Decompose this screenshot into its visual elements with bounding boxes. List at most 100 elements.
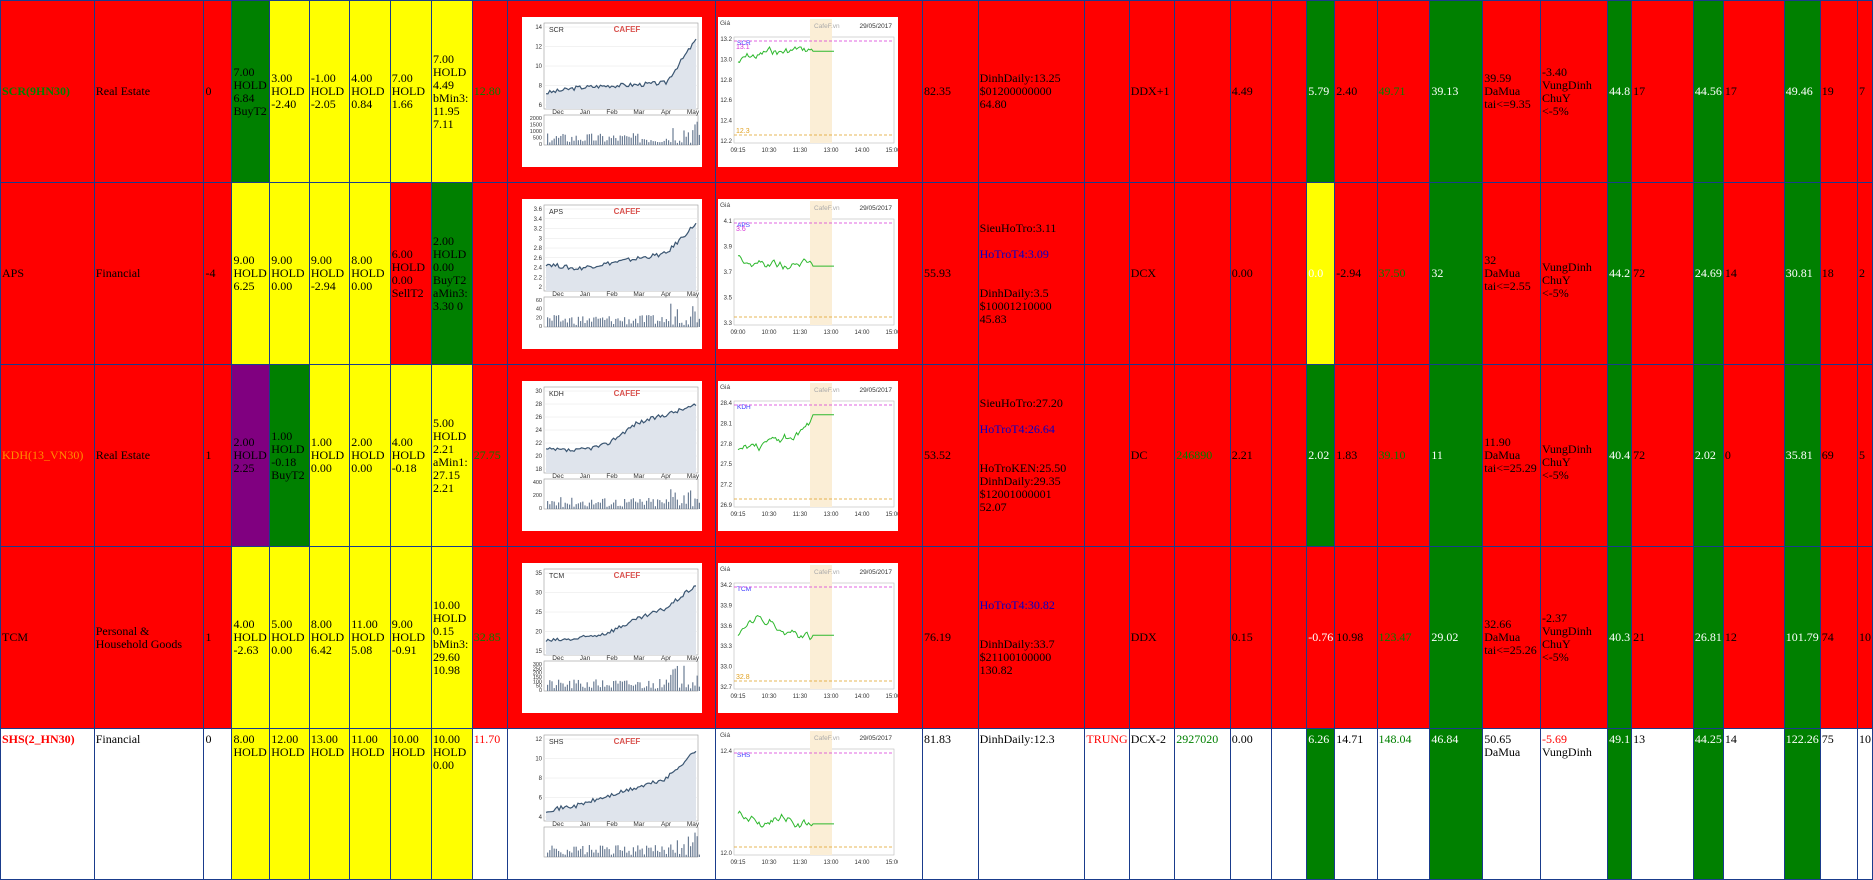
ticker-cell[interactable]: KDH(13_VN30) xyxy=(0,364,95,547)
month-label: Feb xyxy=(606,473,618,480)
signal-line: -2.40 xyxy=(271,97,297,111)
volume-bar xyxy=(606,139,608,145)
indicator-v1: 5.79 xyxy=(1306,0,1336,183)
volume-bar xyxy=(634,851,637,857)
volume-tick-label: 250 xyxy=(533,666,542,672)
volume-bar xyxy=(571,497,573,509)
metric-m3: 49.46 xyxy=(1783,0,1821,183)
volume-bar xyxy=(606,847,608,857)
volume-bar xyxy=(577,679,579,691)
ticker-cell[interactable]: SHS(2_HN30) xyxy=(0,728,95,880)
signal-code-cell: DDX+1 xyxy=(1128,0,1176,183)
y-tick-label: 28 xyxy=(535,402,542,408)
volume-bar xyxy=(687,131,689,145)
vung-line: -5.69 xyxy=(1541,732,1567,746)
volume-bar xyxy=(632,497,634,509)
volume-bar xyxy=(628,683,630,691)
volume-bar xyxy=(621,681,623,691)
volume-bar xyxy=(568,680,571,691)
volume-bar xyxy=(617,505,619,509)
volume-bar xyxy=(562,319,564,327)
chart-background xyxy=(718,562,899,713)
volume-bar xyxy=(573,506,575,509)
signal-line: HOLD xyxy=(271,745,305,759)
volume-bar xyxy=(672,496,674,509)
volume-bar xyxy=(659,678,661,691)
volume-bar xyxy=(685,136,687,145)
metric-m3-count: 18 xyxy=(1819,182,1859,365)
score2-cell: 81.83 xyxy=(922,728,979,880)
volume-tick-label: 500 xyxy=(533,135,542,141)
volume-bar xyxy=(586,505,588,509)
signal-cell-c6: 2.00 HOLD 0.00 BuyT2 aMin3: 3.30 0 xyxy=(431,182,473,365)
metric-m1-count: 17 xyxy=(1631,0,1694,183)
price-axis-title: Giá xyxy=(720,732,731,739)
y-tick-label: 2.4 xyxy=(534,265,543,271)
volume-bar xyxy=(643,321,645,327)
volume-bar xyxy=(689,489,692,509)
volume-bar xyxy=(582,501,584,509)
strength-cell: TRUNG xyxy=(1084,728,1130,880)
chart-ticker: SCR xyxy=(549,27,564,34)
volume-bar xyxy=(630,322,632,327)
volume-bar xyxy=(692,842,694,857)
signal-line: 5.00 xyxy=(433,415,455,430)
volume-bar xyxy=(659,499,661,509)
table-row: KDH(13_VN30) Real Estate 1 2.00 HOLD 2.25 1.00… xyxy=(0,364,1873,547)
volume-bar xyxy=(608,505,610,509)
volume-bar xyxy=(575,846,577,857)
volume-bar xyxy=(665,138,667,145)
signal-cell-c3: 9.00 HOLD -2.94 xyxy=(308,182,351,365)
metric-m2: 44.56 xyxy=(1692,0,1724,183)
volume-bar xyxy=(623,316,626,327)
score2-cell: 76.19 xyxy=(922,546,979,729)
volume-bar xyxy=(698,502,700,509)
volume-bar xyxy=(553,848,555,857)
volume-bar xyxy=(599,686,601,691)
y-tick-label: 3.2 xyxy=(534,226,543,232)
signal-line: HOLD xyxy=(391,448,426,462)
volume-bar xyxy=(551,680,553,691)
volume-bar xyxy=(564,318,566,327)
signal-line: 0.00 xyxy=(271,643,293,657)
volume-bar xyxy=(557,679,560,691)
ratio-cell: 0.15 xyxy=(1229,546,1272,729)
volume-bar xyxy=(608,315,610,327)
y-tick-label: 10 xyxy=(535,64,542,70)
volume-bar xyxy=(663,321,665,327)
volume-bar xyxy=(566,503,568,509)
damua-line: DaMua xyxy=(1484,84,1521,98)
time-label: 13:00 xyxy=(824,860,840,866)
signal-line: 2.25 xyxy=(233,461,255,475)
volume-bar xyxy=(562,853,564,857)
volume-bar xyxy=(663,849,665,857)
price-chart-cell: 3.6 3.4 3.2 3 2.8 2.6 2.4 2.2 2 60 40 20 0 Dec Jan Feb M… xyxy=(506,182,717,365)
signal-cell-c5: 10.00 HOLD xyxy=(389,728,433,880)
score-cell: 1 xyxy=(203,546,233,729)
price-line xyxy=(545,222,697,271)
volume-bar xyxy=(628,850,630,857)
time-label: 13:00 xyxy=(824,694,840,700)
volume-bar xyxy=(615,680,617,691)
watermark: CafeF.vn xyxy=(814,735,840,742)
volume-bar xyxy=(604,319,606,327)
time-label: 10:30 xyxy=(762,694,778,700)
volume-bar xyxy=(549,317,551,327)
volume-bar xyxy=(590,499,593,509)
time-label: 15:00 xyxy=(886,512,899,518)
ticker-cell[interactable]: TCM xyxy=(0,546,95,729)
signal-line: HOLD xyxy=(233,77,267,92)
signal-cell-c1: 9.00 HOLD 6.25 xyxy=(231,182,271,365)
time-label: 09:15 xyxy=(731,148,747,154)
volume-bar xyxy=(687,836,689,857)
volume-bar xyxy=(689,846,692,857)
volume-bar xyxy=(599,502,601,509)
intraday-y-label: 33.0 xyxy=(721,664,733,670)
signal-line: HOLD xyxy=(433,610,467,625)
ticker-cell[interactable]: APS xyxy=(0,182,95,365)
ticker-cell[interactable]: SCR(9HN30) xyxy=(0,0,95,183)
time-label: 13:00 xyxy=(824,512,840,518)
metric-m2-count: 14 xyxy=(1722,182,1785,365)
volume-bar xyxy=(553,138,555,145)
vung-line: ChuY xyxy=(1541,636,1571,651)
